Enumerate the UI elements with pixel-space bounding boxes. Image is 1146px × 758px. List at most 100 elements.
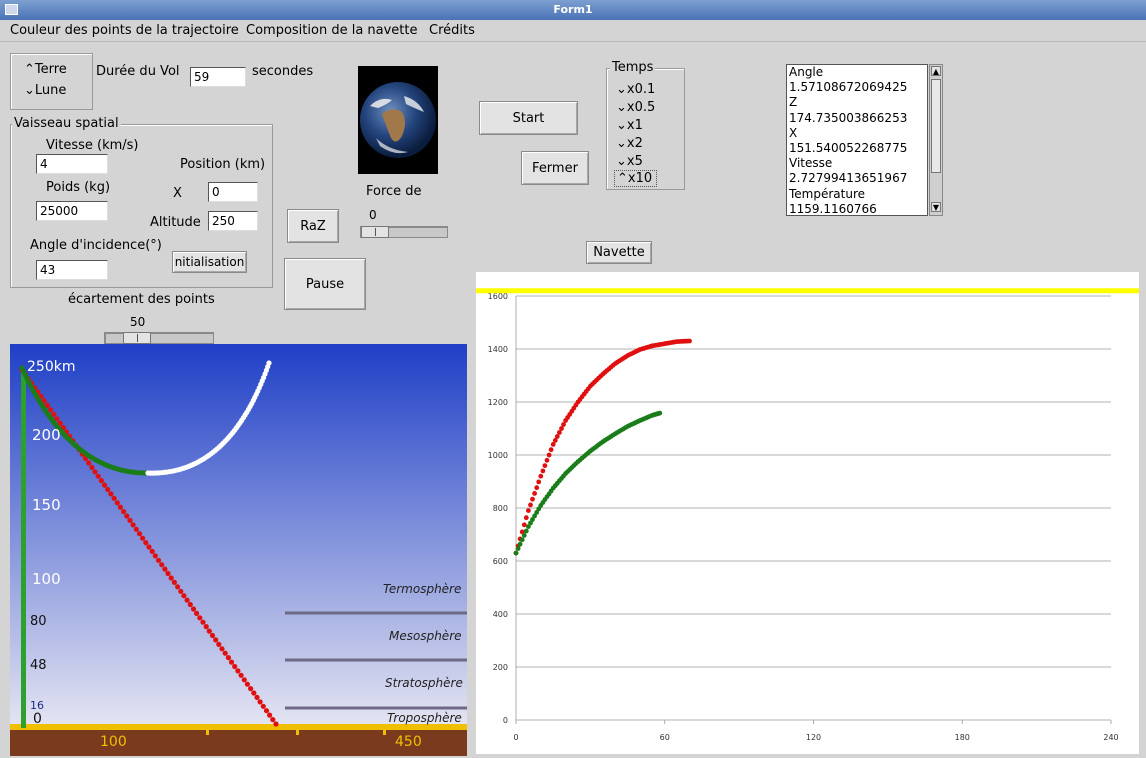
- trajectory-point-red: [190, 606, 197, 612]
- trajectory-point-red: [121, 509, 127, 515]
- trajectory-point-red: [235, 668, 241, 674]
- chart-point-red: [523, 515, 529, 521]
- trajectory-point-red: [181, 593, 187, 599]
- trajectory-point-red: [209, 632, 216, 639]
- trajectory-point-red: [92, 469, 98, 475]
- fermer-button[interactable]: Fermer: [521, 151, 589, 185]
- trajectory-point-red: [263, 708, 270, 714]
- trajectory-point-red: [251, 690, 257, 696]
- chart-y-tick-label: 200: [493, 663, 508, 672]
- chart-x-tick-label: 0: [513, 733, 518, 742]
- ground-surface: [10, 724, 467, 730]
- time-group-title: Temps: [610, 60, 656, 75]
- time-radio-x2[interactable]: ⌄x2: [616, 136, 643, 151]
- ground-tick: [383, 728, 386, 735]
- weight-input[interactable]: [36, 201, 108, 221]
- trajectory-point-red: [165, 570, 171, 577]
- vessel-group-title: Vaisseau spatial: [12, 116, 121, 131]
- trajectory-point-red: [149, 548, 155, 554]
- trajectory-point-red: [216, 641, 222, 647]
- pause-button[interactable]: Pause: [284, 258, 366, 310]
- trajectory-point-red: [273, 721, 279, 727]
- menu-credits[interactable]: Crédits: [429, 23, 475, 38]
- trajectory-chart: 0 200 400 600 800 1000 1200 1400 1600 0 60 120 180 24…: [476, 272, 1139, 754]
- chart-point-red: [530, 496, 535, 502]
- window-title-bar[interactable]: Form1: [0, 0, 1146, 20]
- force-label: Force de: [366, 184, 422, 199]
- trajectory-point-red: [200, 619, 206, 625]
- chart-point-red: [519, 529, 525, 535]
- time-radio-x10[interactable]: ⌃x10: [614, 170, 658, 187]
- trajectory-point-red: [187, 601, 193, 608]
- chart-point-green: [534, 510, 540, 515]
- trajectory-point-red: [124, 513, 130, 519]
- trajectory-points: [19, 360, 279, 727]
- time-radio-x5[interactable]: ⌄x5: [616, 154, 643, 169]
- spacing-label: écartement des points: [68, 292, 215, 307]
- scroll-up-icon[interactable]: ▲: [931, 66, 941, 76]
- menu-composition-navette[interactable]: Composition de la navette: [246, 23, 418, 38]
- x-input[interactable]: [208, 182, 258, 202]
- planet-radio-lune[interactable]: ⌄Lune: [24, 83, 67, 98]
- trajectory-point-red: [178, 588, 184, 594]
- chart-point-green: [532, 513, 537, 519]
- initialisation-button[interactable]: nitialisation: [172, 251, 247, 273]
- readout-listbox[interactable]: Angle 1.57108672069425 Z 174.73500386625…: [786, 64, 928, 216]
- time-radio-x1[interactable]: ⌄x1: [616, 118, 643, 133]
- flight-duration-label: Durée du Vol: [96, 64, 180, 79]
- trajectory-point-red: [238, 672, 244, 678]
- raz-button[interactable]: RaZ: [287, 209, 339, 243]
- spacing-slider[interactable]: [104, 332, 214, 344]
- chart-point-red: [532, 491, 537, 496]
- chart-point-red: [540, 468, 546, 474]
- angle-label: Angle d'incidence(°): [30, 238, 162, 253]
- chart-point-green: [515, 546, 521, 551]
- chart-point-red: [521, 522, 527, 528]
- ground-tick-label-450: 450: [395, 734, 422, 750]
- trajectory-point-red: [89, 464, 95, 470]
- navette-button[interactable]: Navette: [586, 241, 652, 264]
- scroll-thumb[interactable]: [931, 79, 941, 173]
- planet-radio-terre[interactable]: ⌃Terre: [24, 62, 67, 77]
- angle-input[interactable]: [36, 260, 108, 280]
- altitude-label-200: 200: [32, 426, 61, 444]
- chart-y-tick-label: 1600: [488, 292, 508, 301]
- trajectory-point-red: [270, 717, 276, 723]
- altitude-label-150: 150: [32, 496, 61, 514]
- chart-point-red: [559, 426, 564, 431]
- force-slider-thumb[interactable]: [361, 226, 389, 238]
- force-slider[interactable]: [360, 226, 448, 238]
- ground-tick: [206, 728, 209, 735]
- altitude-label-100: 100: [32, 570, 61, 588]
- trajectory-point-red: [133, 526, 139, 532]
- readout-line: 151.540052268775: [789, 141, 908, 156]
- trajectory-point-red: [168, 575, 174, 581]
- readout-scrollbar[interactable]: ▲ ▼: [929, 64, 943, 216]
- window-menu-icon[interactable]: [5, 4, 18, 15]
- chart-point-green: [523, 528, 529, 534]
- chart-point-red: [538, 473, 544, 479]
- chart-point-red: [550, 442, 556, 447]
- time-radio-x0-1[interactable]: ⌄x0.1: [616, 82, 656, 97]
- chart-point-green: [657, 410, 663, 416]
- menu-couleur-points[interactable]: Couleur des points de la trajectoire: [10, 23, 239, 38]
- trajectory-point-red: [206, 628, 212, 634]
- speed-input[interactable]: [36, 154, 108, 174]
- flight-duration-input[interactable]: [190, 67, 246, 87]
- altitude-bar: [21, 370, 26, 728]
- spacing-slider-thumb[interactable]: [123, 332, 151, 344]
- trajectory-point-red: [248, 686, 254, 692]
- chart-point-green: [521, 533, 527, 538]
- chart-x-tick-label: 120: [806, 733, 821, 742]
- trajectory-point-red: [241, 677, 247, 683]
- trajectory-point-red: [48, 407, 54, 413]
- simulation-view: 250km 200 150 100 80 48 16 0 Termosphère…: [10, 344, 467, 756]
- time-radio-x0-5[interactable]: ⌄x0.5: [616, 100, 656, 115]
- scroll-down-icon[interactable]: ▼: [931, 202, 941, 212]
- trajectory-point-red: [171, 579, 177, 585]
- altitude-input[interactable]: [208, 211, 258, 231]
- force-value: 0: [369, 208, 377, 222]
- start-button[interactable]: Start: [479, 101, 578, 135]
- trajectory-point-red: [108, 491, 114, 497]
- chart-point-red: [552, 438, 558, 443]
